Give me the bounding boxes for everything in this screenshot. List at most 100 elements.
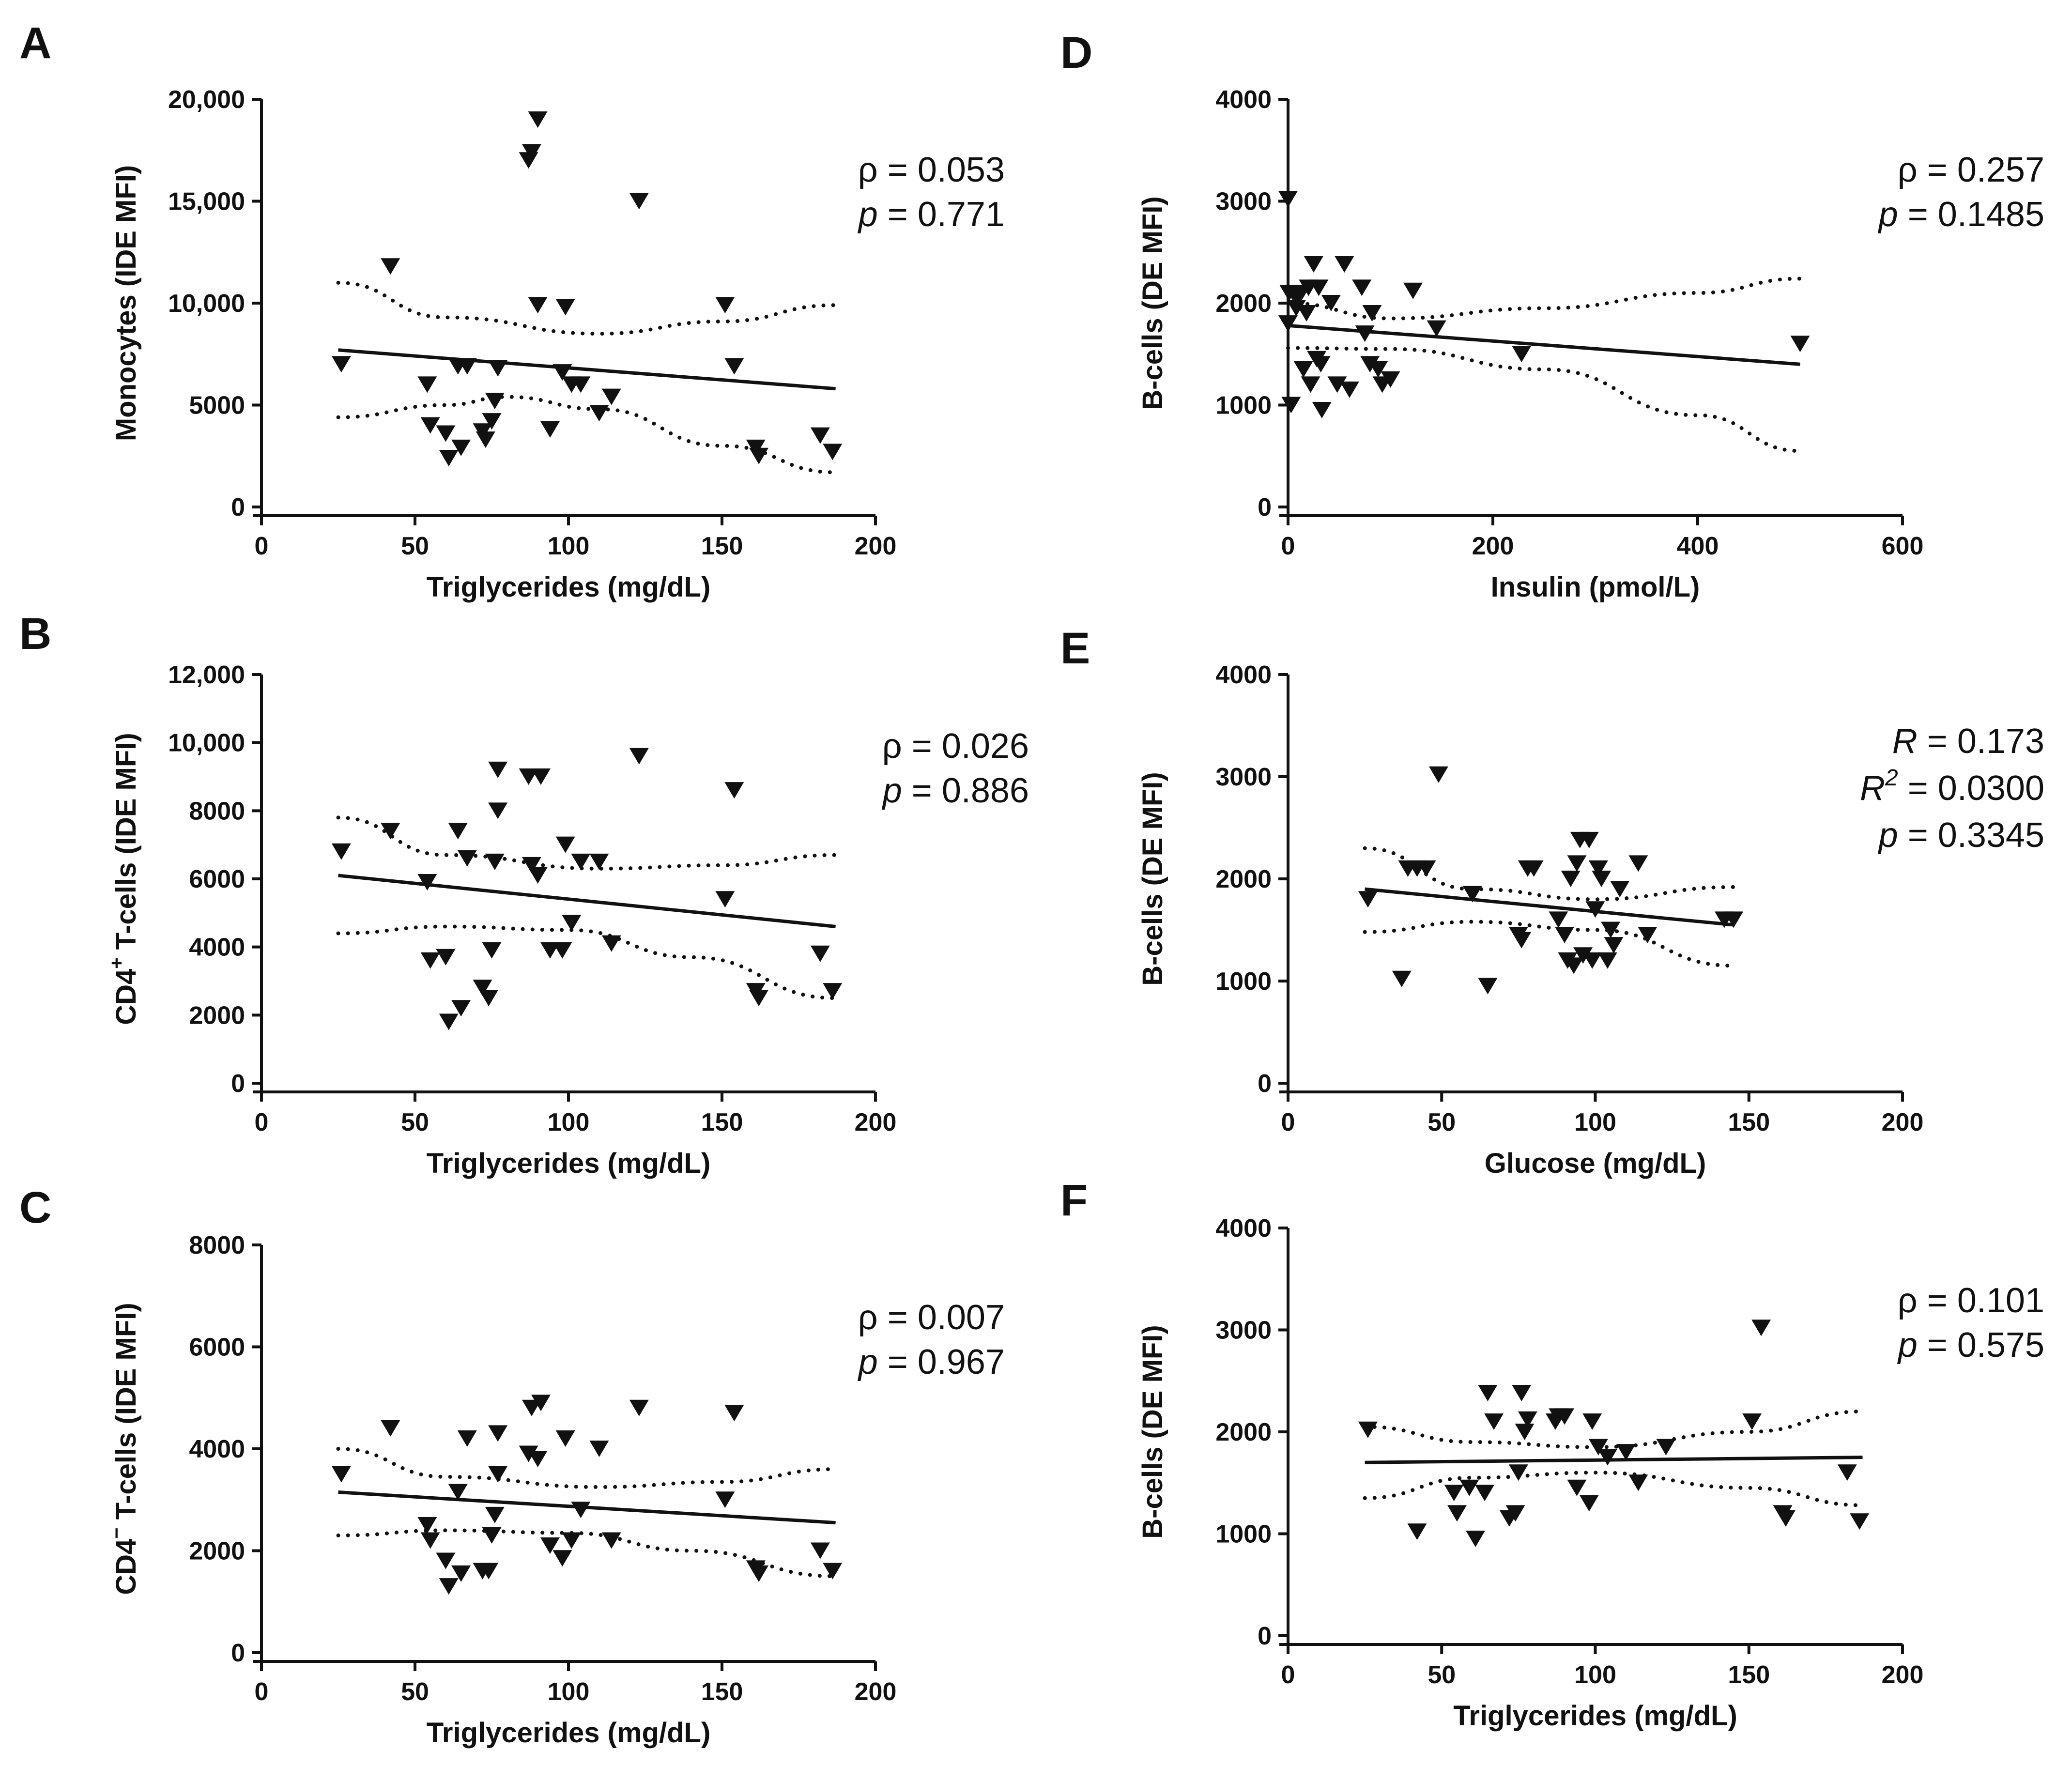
data-point — [436, 949, 456, 966]
data-point — [724, 358, 744, 375]
data-point — [1428, 766, 1448, 783]
y-axis-title: CD4+ T-cells (IDE MFI) — [106, 733, 142, 1025]
data-point — [1616, 1444, 1636, 1461]
stat-annotation: ρ = 0.101 — [1898, 1281, 2044, 1320]
x-tick-label: 200 — [855, 532, 897, 560]
data-point — [589, 853, 609, 870]
stat-annotation: p = 0.967 — [858, 1343, 1005, 1381]
y-tick-label: 3000 — [1215, 1317, 1272, 1345]
data-point — [1368, 361, 1388, 378]
data-point — [519, 1445, 538, 1462]
data-point — [1524, 860, 1544, 877]
data-point — [555, 299, 575, 316]
x-tick-label: 200 — [1472, 532, 1514, 560]
data-point — [331, 843, 351, 860]
data-point — [1478, 978, 1498, 995]
data-point — [522, 144, 541, 161]
x-tick-label: 50 — [1427, 1108, 1456, 1136]
data-point — [488, 1425, 508, 1442]
y-axis-title: Monocytes (IDE MFI) — [110, 165, 142, 441]
data-point — [1837, 1464, 1857, 1481]
x-tick-label: 50 — [401, 1678, 429, 1706]
data-point — [562, 915, 582, 932]
regression-line — [338, 874, 836, 928]
x-tick-label: 0 — [1281, 1108, 1295, 1136]
x-axis-title: Triglycerides (mg/dL) — [1453, 1700, 1737, 1732]
data-point — [531, 1395, 551, 1412]
data-point — [1512, 1385, 1532, 1402]
ci-lower-band — [1363, 920, 1736, 968]
data-point — [1582, 952, 1602, 969]
data-point — [1597, 952, 1617, 969]
stat-annotation: R2 = 0.0300 — [1860, 765, 2044, 808]
data-point — [479, 1563, 499, 1580]
data-point — [555, 836, 575, 853]
data-point — [473, 980, 492, 997]
data-point — [528, 297, 548, 314]
data-point — [1416, 860, 1436, 877]
data-point — [1362, 305, 1382, 322]
data-point — [629, 1399, 649, 1416]
data-point — [1515, 1424, 1535, 1440]
data-point — [1355, 325, 1375, 342]
data-point — [1776, 1510, 1796, 1527]
data-point — [589, 1441, 609, 1457]
data-point — [476, 431, 495, 448]
data-point — [1459, 1479, 1479, 1496]
data-point — [571, 853, 591, 870]
y-tick-label: 20,000 — [168, 86, 245, 114]
x-tick-label: 50 — [401, 532, 429, 560]
data-point — [629, 193, 649, 210]
data-point — [1478, 1385, 1498, 1402]
y-tick-label: 5000 — [189, 392, 245, 420]
data-point — [1638, 927, 1658, 944]
data-point — [482, 942, 502, 959]
data-point — [417, 376, 437, 393]
panel-letter: E — [1060, 624, 1090, 673]
data-point — [749, 990, 769, 1007]
data-point — [448, 1484, 468, 1501]
panel-letter: D — [1060, 28, 1092, 77]
ci-upper-band — [336, 1447, 838, 1489]
data-point — [749, 447, 769, 464]
data-point — [482, 413, 502, 430]
data-point — [1628, 1474, 1648, 1491]
ci-upper-band — [336, 280, 838, 336]
x-axis-title: Insulin (pmol/L) — [1491, 571, 1700, 603]
x-tick-label: 400 — [1677, 532, 1719, 560]
y-tick-label: 4000 — [1215, 1214, 1272, 1243]
data-point — [436, 425, 456, 442]
data-point — [528, 111, 548, 128]
data-point — [1297, 305, 1317, 322]
y-tick-label: 0 — [231, 1070, 245, 1098]
data-point — [1790, 336, 1810, 353]
data-point — [482, 1527, 502, 1544]
data-point — [457, 358, 477, 375]
data-point — [381, 258, 400, 275]
y-tick-label: 4000 — [1215, 86, 1272, 114]
panel-letter: C — [19, 1183, 51, 1232]
panel-f: F 0 1000 2000 3000 4000 0 50 100 150 200 Triglyceri… — [1060, 1176, 2044, 1732]
y-tick-label: 8000 — [189, 1231, 245, 1259]
data-point — [420, 417, 440, 434]
y-tick-label: 2000 — [189, 1001, 245, 1029]
data-point — [1610, 881, 1630, 898]
data-point — [1466, 1531, 1486, 1548]
data-point — [1311, 356, 1331, 373]
y-axis-title: B-cells (DE MFI) — [1137, 196, 1168, 410]
data-point — [823, 983, 843, 1000]
data-point — [485, 1506, 505, 1523]
data-point — [457, 850, 477, 867]
data-point — [1724, 911, 1744, 928]
data-point — [810, 1542, 830, 1559]
data-point — [436, 1552, 456, 1569]
data-point — [1327, 376, 1347, 393]
data-point — [331, 356, 351, 373]
x-tick-label: 150 — [1728, 1661, 1770, 1689]
stat-annotation: ρ = 0.053 — [858, 151, 1005, 189]
data-point — [810, 945, 830, 962]
data-point — [540, 421, 560, 438]
y-tick-label: 6000 — [189, 1334, 245, 1362]
data-point — [1281, 397, 1301, 414]
